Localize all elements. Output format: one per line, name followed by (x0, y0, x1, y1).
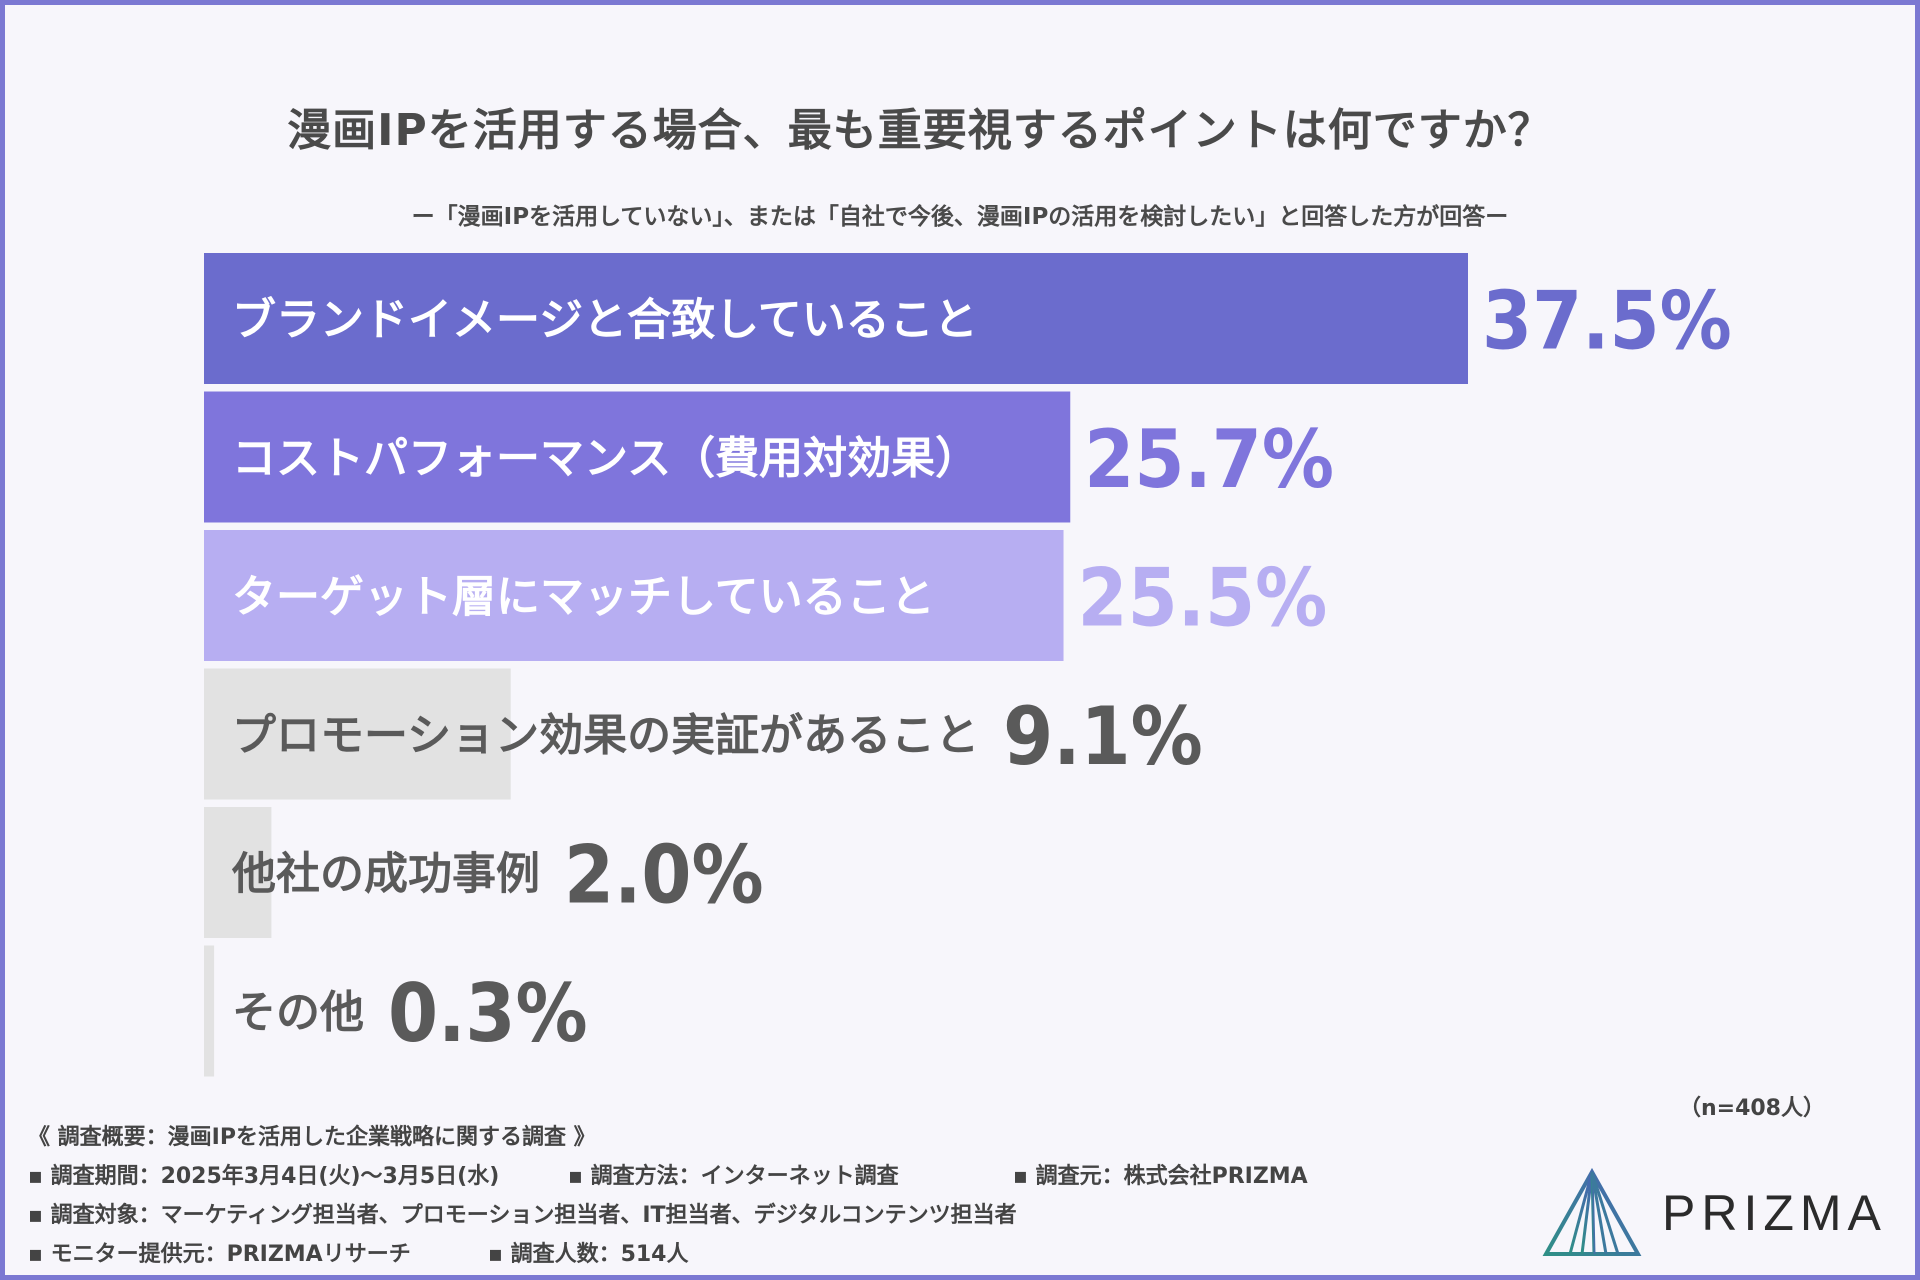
bar-category-label: その他 (232, 987, 364, 1038)
survey-row: ▪ モニター提供元：PRIZMAリサーチ ▪ 調査人数：514人 (28, 1235, 1308, 1274)
bar-category-label: ブランドイメージと合致していること (232, 295, 978, 346)
bar-value-label: 25.7% (1084, 413, 1334, 506)
survey-summary: 《 調査概要：漫画IPを活用した企業戦略に関する調査 》 ▪ 調査期間：2025… (28, 1118, 1308, 1274)
bar-value-label: 0.3% (388, 967, 588, 1060)
survey-period: ▪ 調査期間：2025年3月4日(火)〜3月5日(水) (28, 1164, 500, 1189)
survey-row: ▪ 調査期間：2025年3月4日(火)〜3月5日(水) ▪ 調査方法：インターネ… (28, 1157, 1308, 1196)
bar-3 (204, 668, 511, 800)
bar-category-label: 他社の成功事例 (231, 849, 540, 900)
bar-5 (204, 945, 215, 1077)
survey-method: ▪ 調査方法：インターネット調査 (568, 1164, 899, 1189)
bar-category-label: コストパフォーマンス（費用対効果） (232, 433, 979, 484)
survey-monitor: ▪ モニター提供元：PRIZMAリサーチ (28, 1242, 411, 1267)
bar-2 (204, 530, 1064, 661)
logo-text: PRIZMA (1662, 1184, 1887, 1241)
survey-heading: 《 調査概要：漫画IPを活用した企業戦略に関する調査 》 (28, 1125, 596, 1150)
bar-1 (204, 391, 1071, 523)
survey-target: ▪ 調査対象：マーケティング担当者、プロモーション担当者、IT担当者、デジタルコ… (28, 1203, 1017, 1228)
survey-row: ▪ 調査対象：マーケティング担当者、プロモーション担当者、IT担当者、デジタルコ… (28, 1196, 1308, 1235)
bar-category-label: ターゲット層にマッチしていること (232, 572, 935, 623)
bar-value-label: 25.5% (1078, 552, 1328, 645)
bar-category-label: プロモーション効果の実証があること (232, 710, 979, 761)
bar-value-label: 9.1% (1003, 690, 1203, 783)
survey-source: ▪ 調査元：株式会社PRIZMA (1013, 1164, 1308, 1189)
bar-value-label: 37.5% (1482, 275, 1732, 368)
chart-subtitle: ー「漫画IPを活用していない」、または「自社で今後、漫画IPの活用を検討したい」… (411, 204, 1509, 230)
bar-4 (204, 807, 272, 938)
prizma-logo: PRIZMA (1542, 1165, 1902, 1260)
bar-0 (204, 253, 1468, 384)
chart-title: 漫画IPを活用する場合、最も重要視するポイントは何ですか？ (287, 105, 1553, 156)
survey-count: ▪ 調査人数：514人 (488, 1242, 689, 1267)
bar-value-label: 2.0% (564, 829, 764, 922)
sample-size-note: （n=408人） (1678, 1096, 1825, 1121)
prism-triangle-logo-icon (1542, 1167, 1642, 1256)
